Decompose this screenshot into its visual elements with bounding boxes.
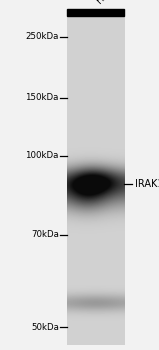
Text: 250kDa: 250kDa	[25, 32, 59, 41]
Text: HeLa: HeLa	[95, 0, 119, 5]
Text: 50kDa: 50kDa	[31, 323, 59, 332]
Text: 70kDa: 70kDa	[31, 230, 59, 239]
Text: IRAK1: IRAK1	[135, 179, 159, 189]
Bar	[67, 9, 124, 16]
Text: 150kDa: 150kDa	[25, 93, 59, 103]
Text: 100kDa: 100kDa	[25, 151, 59, 160]
